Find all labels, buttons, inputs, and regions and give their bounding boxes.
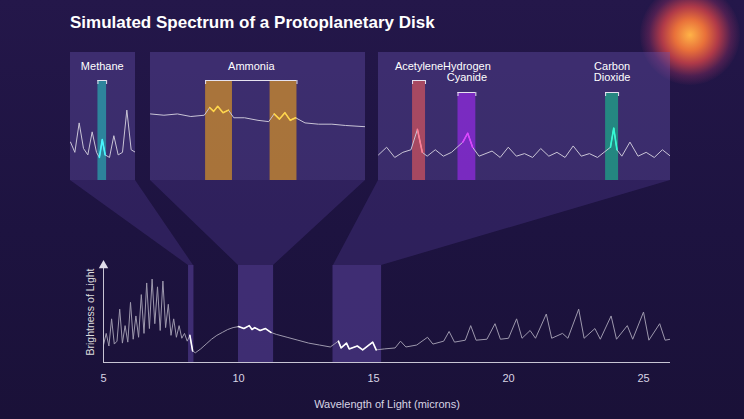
svg-text:Acetylene: Acetylene	[395, 60, 443, 72]
svg-text:Wavelength of Light (microns): Wavelength of Light (microns)	[314, 398, 460, 410]
svg-text:15: 15	[367, 372, 379, 384]
html-text:Brightness of Light: Brightness of Light	[84, 268, 96, 356]
svg-text:20: 20	[502, 372, 514, 384]
svg-text:10: 10	[232, 372, 244, 384]
svg-text:5: 5	[100, 372, 106, 384]
html-text:Simulated Spectrum of a Protop: Simulated Spectrum of a Protoplanetary D…	[70, 13, 435, 32]
svg-text:25: 25	[637, 372, 649, 384]
svg-text:Methane: Methane	[81, 60, 124, 72]
svg-text:CarbonDioxide: CarbonDioxide	[594, 60, 631, 83]
svg-text:HydrogenCyanide: HydrogenCyanide	[443, 60, 491, 83]
svg-text:Ammonia: Ammonia	[228, 60, 275, 72]
